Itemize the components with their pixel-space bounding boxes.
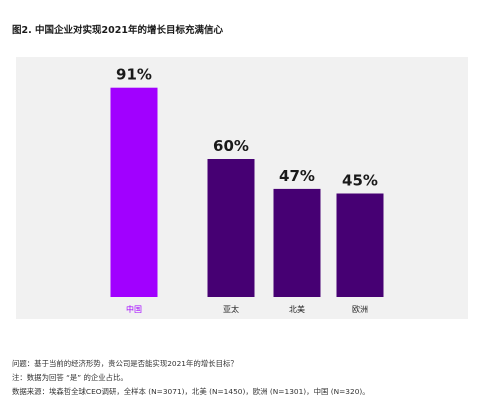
- data-label-3: 45%: [342, 172, 378, 190]
- data-label-2: 47%: [279, 167, 315, 185]
- data-note: 注：数据为回答 “是” 的企业占比。: [12, 373, 128, 382]
- survey-question: 问题：基于当前的经济形势，贵公司是否能实现2021年的增长目标？: [12, 359, 238, 368]
- bar-3: [336, 193, 384, 297]
- chart-title: 图2. 中国企业对实现2021年的增长目标充满信心: [12, 25, 223, 36]
- chart-notes: 问题：基于当前的经济形势，贵公司是否能实现2021年的增长目标？ 注：数据为回答…: [12, 357, 370, 399]
- data-source: 数据来源：埃森哲全球CEO调研，全样本 (N=3071)，北美 (N=1450)…: [12, 387, 370, 396]
- category-label-2: 北美: [289, 304, 305, 314]
- category-label-3: 欧洲: [352, 304, 368, 314]
- category-label-0: 中国: [126, 304, 142, 314]
- category-label-1: 亚太: [223, 304, 239, 314]
- bar-2: [273, 188, 321, 297]
- data-label-0: 91%: [116, 66, 152, 84]
- plot-area: 91% 中国 60% 亚太 47% 北美 45% 欧洲: [16, 57, 468, 319]
- bar-1: [207, 159, 255, 297]
- data-label-1: 60%: [213, 137, 249, 155]
- bar-chart: 91% 中国 60% 亚太 47% 北美 45% 欧洲: [110, 66, 384, 314]
- bar-0: [110, 87, 158, 297]
